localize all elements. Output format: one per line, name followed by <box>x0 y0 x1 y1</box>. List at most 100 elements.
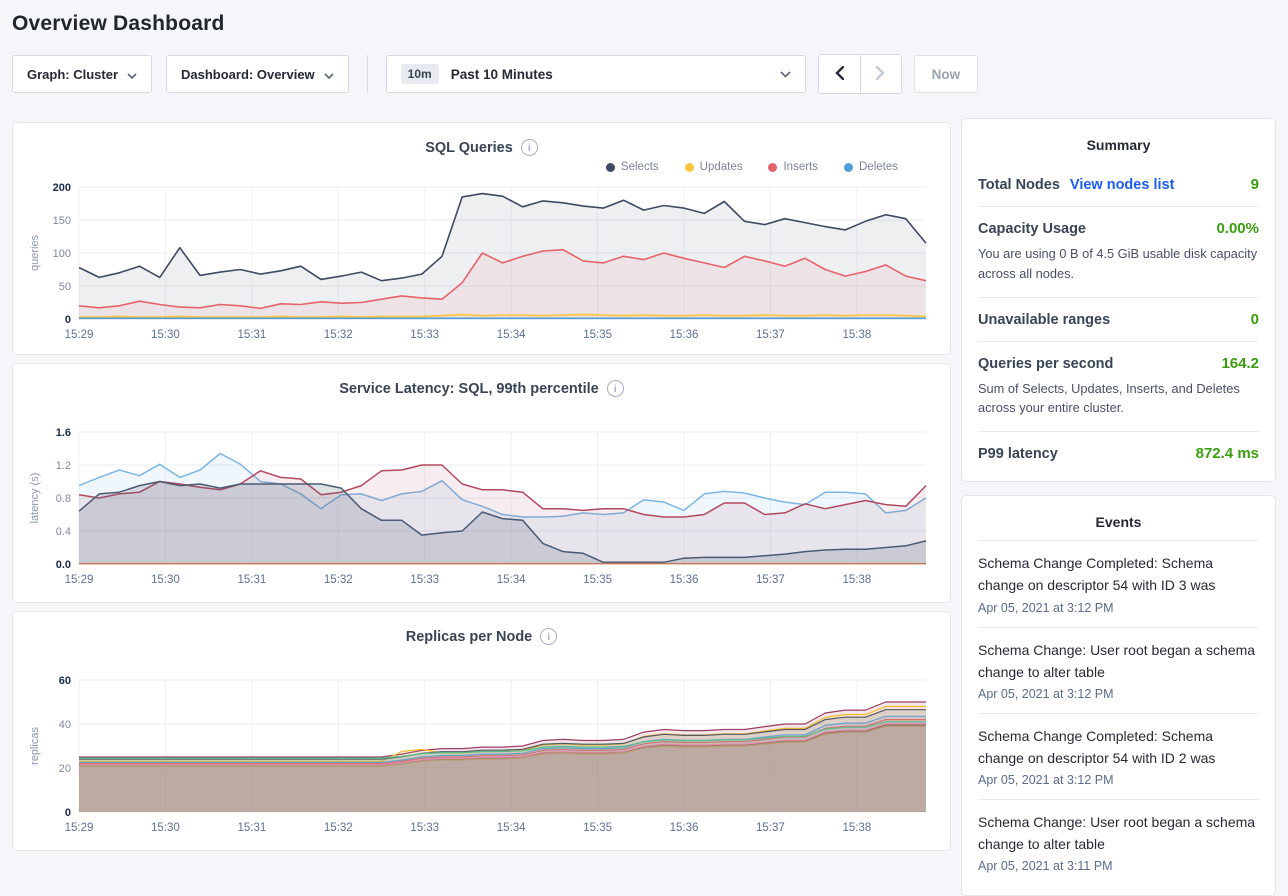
event-timestamp: Apr 05, 2021 at 3:12 PM <box>978 687 1259 701</box>
time-range-dropdown[interactable]: 10m Past 10 Minutes <box>386 55 806 93</box>
event-message: Schema Change: User root began a schema … <box>978 811 1259 855</box>
chart-title: Service Latency: SQL, 99th percentile <box>339 381 599 397</box>
summary-value: 9 <box>1251 176 1259 193</box>
dashboard-selector-dropdown[interactable]: Dashboard: Overview <box>166 55 349 93</box>
deletes-dot-icon <box>844 163 853 172</box>
svg-text:1.2: 1.2 <box>56 460 71 472</box>
prev-range-button[interactable] <box>819 55 860 93</box>
svg-text:150: 150 <box>53 215 71 227</box>
event-list-item: Schema Change: User root began a schema … <box>978 799 1259 885</box>
svg-text:0: 0 <box>65 314 71 326</box>
sql-queries-chart-panel: SQL Queries i Selects Updates Inserts De… <box>12 122 951 355</box>
svg-text:200: 200 <box>53 182 71 194</box>
event-message: Schema Change Completed: Schema change o… <box>978 552 1259 596</box>
summary-label: P99 latency <box>978 446 1058 462</box>
info-icon[interactable]: i <box>607 380 624 397</box>
summary-label: Unavailable ranges <box>978 312 1110 328</box>
summary-row-capacity-usage: Capacity Usage 0.00% You are using 0 B o… <box>978 206 1259 297</box>
summary-row-unavailable-ranges: Unavailable ranges 0 <box>978 297 1259 341</box>
chevron-down-icon <box>324 67 334 82</box>
svg-text:15:33: 15:33 <box>410 822 439 834</box>
svg-text:15:36: 15:36 <box>670 574 699 586</box>
svg-text:15:36: 15:36 <box>670 329 699 341</box>
selects-dot-icon <box>606 163 615 172</box>
event-message: Schema Change Completed: Schema change o… <box>978 725 1259 769</box>
svg-text:15:32: 15:32 <box>324 822 353 834</box>
svg-text:15:37: 15:37 <box>756 329 785 341</box>
svg-text:15:31: 15:31 <box>238 329 267 341</box>
event-timestamp: Apr 05, 2021 at 3:11 PM <box>978 859 1259 873</box>
svg-text:15:32: 15:32 <box>324 574 353 586</box>
svg-text:15:31: 15:31 <box>238 822 267 834</box>
svg-text:15:29: 15:29 <box>65 822 94 834</box>
chevron-right-icon <box>876 66 885 83</box>
summary-label: Total Nodes <box>978 177 1060 193</box>
svg-text:latency (s): latency (s) <box>29 473 41 524</box>
next-range-button[interactable] <box>860 55 901 93</box>
view-nodes-list-link[interactable]: View nodes list <box>1070 177 1175 193</box>
summary-row-queries-per-second: Queries per second 164.2 Sum of Selects,… <box>978 341 1259 432</box>
summary-label: Queries per second <box>978 356 1113 372</box>
info-icon[interactable]: i <box>521 139 538 156</box>
chevron-left-icon <box>835 66 844 83</box>
page-title: Overview Dashboard <box>12 12 1272 36</box>
chart-title: SQL Queries <box>425 140 513 156</box>
legend-item-deletes: Deletes <box>844 159 898 175</box>
svg-text:60: 60 <box>59 675 71 687</box>
inserts-dot-icon <box>768 163 777 172</box>
svg-text:40: 40 <box>59 719 71 731</box>
event-message: Schema Change: User root began a schema … <box>978 639 1259 683</box>
svg-text:0.8: 0.8 <box>56 493 71 505</box>
summary-value: 872.4 ms <box>1196 445 1259 462</box>
svg-text:0: 0 <box>65 807 71 819</box>
chart-legend: Selects Updates Inserts Deletes <box>25 157 938 179</box>
summary-subtext: You are using 0 B of 4.5 GiB usable disk… <box>978 244 1259 284</box>
graph-selector-dropdown[interactable]: Graph: Cluster <box>12 55 152 93</box>
legend-item-inserts: Inserts <box>768 159 818 175</box>
event-timestamp: Apr 05, 2021 at 3:12 PM <box>978 601 1259 615</box>
event-list-item: Schema Change: User root began a schema … <box>978 627 1259 713</box>
dashboard-controls: Graph: Cluster Dashboard: Overview 10m P… <box>0 54 1288 94</box>
event-timestamp: Apr 05, 2021 at 3:12 PM <box>978 773 1259 787</box>
summary-row-total-nodes: Total Nodes View nodes list 9 <box>978 163 1259 206</box>
controls-divider <box>367 55 368 93</box>
svg-text:15:35: 15:35 <box>583 574 612 586</box>
svg-text:15:31: 15:31 <box>238 574 267 586</box>
updates-dot-icon <box>685 163 694 172</box>
svg-text:50: 50 <box>59 281 71 293</box>
event-list-item: Schema Change Completed: Schema change o… <box>978 713 1259 799</box>
svg-text:0.0: 0.0 <box>56 559 71 571</box>
svg-text:1.6: 1.6 <box>56 427 71 439</box>
svg-text:15:35: 15:35 <box>583 822 612 834</box>
svg-text:15:30: 15:30 <box>151 574 180 586</box>
svg-text:15:38: 15:38 <box>843 822 872 834</box>
svg-text:20: 20 <box>59 763 71 775</box>
svg-text:15:29: 15:29 <box>65 574 94 586</box>
svg-text:15:29: 15:29 <box>65 329 94 341</box>
dashboard-selector-label: Dashboard: Overview <box>181 67 315 82</box>
graph-selector-label: Graph: Cluster <box>27 67 118 82</box>
info-icon[interactable]: i <box>540 628 557 645</box>
svg-text:15:34: 15:34 <box>497 822 526 834</box>
svg-text:15:37: 15:37 <box>756 822 785 834</box>
chevron-down-icon <box>127 67 137 82</box>
summary-value: 0.00% <box>1216 220 1259 237</box>
events-panel: Events Schema Change Completed: Schema c… <box>961 495 1276 896</box>
svg-text:replicas: replicas <box>29 727 41 765</box>
svg-text:15:35: 15:35 <box>583 329 612 341</box>
svg-text:15:36: 15:36 <box>670 822 699 834</box>
summary-value: 164.2 <box>1221 355 1259 372</box>
svg-text:15:38: 15:38 <box>843 329 872 341</box>
svg-text:0.4: 0.4 <box>56 526 71 538</box>
svg-text:queries: queries <box>29 234 41 271</box>
svg-text:15:38: 15:38 <box>843 574 872 586</box>
summary-panel: Summary Total Nodes View nodes list 9 Ca… <box>961 118 1276 482</box>
charts-column: SQL Queries i Selects Updates Inserts De… <box>12 122 951 851</box>
now-button[interactable]: Now <box>914 55 979 93</box>
service-latency-chart-panel: Service Latency: SQL, 99th percentile i … <box>12 363 951 603</box>
time-range-pager <box>818 54 902 94</box>
